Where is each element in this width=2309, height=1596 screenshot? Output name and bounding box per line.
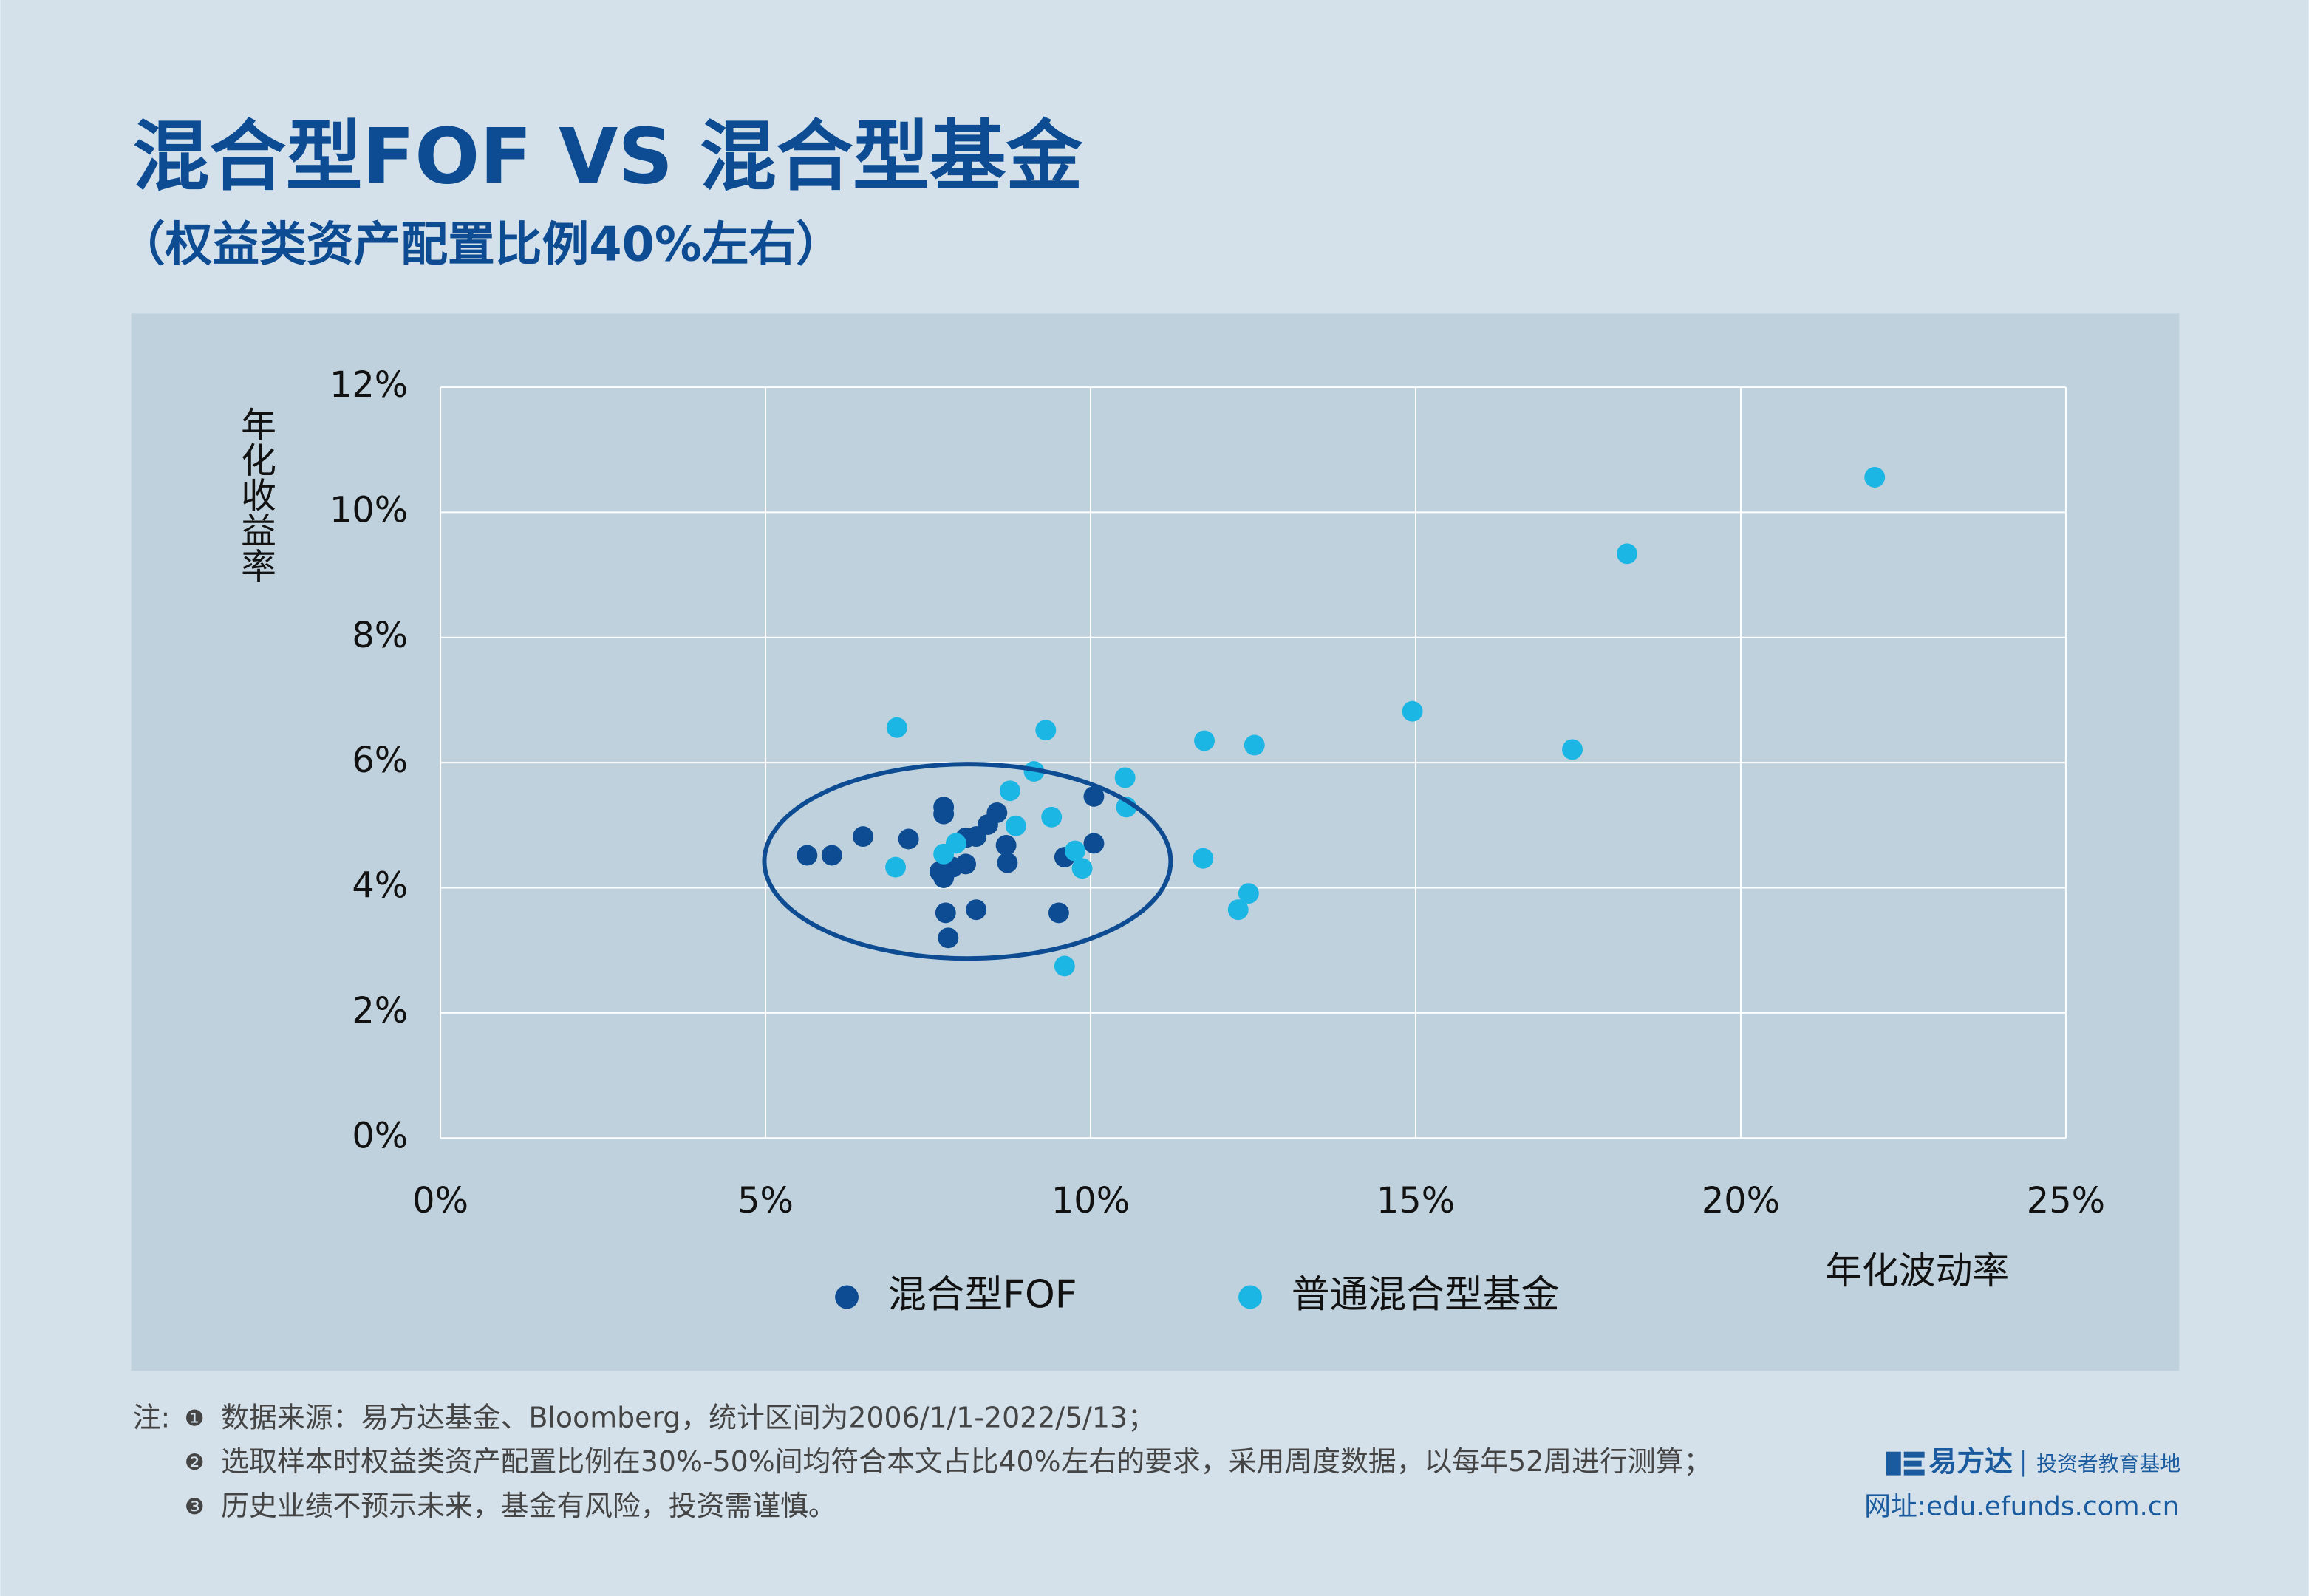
y-tick-label: 4% (352, 866, 408, 907)
legend-label: 普通混合型基金 (1292, 1272, 1560, 1317)
point (821, 845, 842, 866)
point (933, 803, 955, 825)
point (1402, 700, 1423, 722)
y-tick-label: 8% (352, 615, 408, 656)
point (1114, 767, 1136, 788)
note: 数据来源：易方达基金、Bloomberg，统计区间为2006/1/1-2022/… (221, 1401, 1156, 1433)
brand-name: 易方达 (1929, 1445, 2013, 1478)
point (1244, 734, 1265, 756)
y-axis-label: 年化收益率 (235, 406, 276, 583)
x-tick-label: 25% (2027, 1181, 2105, 1221)
y-tick-label: 0% (352, 1116, 408, 1156)
point (997, 852, 1018, 873)
x-tick-label: 20% (1702, 1181, 1780, 1221)
plot: 0% 2% 4% 6% 8% 10% 12% 0% 5% 10% 15% 20% 25% 混合型FOF 普通… (330, 365, 2105, 1317)
point (886, 717, 907, 738)
highlight-ellipse (762, 762, 1173, 961)
point (1194, 730, 1215, 751)
brand-website: 网址:edu.efunds.com.cn (1864, 1491, 2179, 1521)
note: 选取样本时权益类资产配置比例在30%-50%间均符合本文占比40%左右的要求，采… (221, 1445, 1711, 1478)
x-tick-label: 5% (737, 1181, 794, 1221)
point (1864, 467, 1886, 488)
point (1054, 955, 1075, 977)
x-axis-label: 年化波动率 (1825, 1249, 2009, 1292)
point (1041, 806, 1063, 828)
y-tick-label: 6% (352, 740, 408, 781)
point (999, 780, 1020, 802)
point (1071, 858, 1093, 879)
note-marker: ❶ (185, 1405, 205, 1431)
point (945, 833, 966, 854)
y-tick-label: 2% (352, 991, 408, 1031)
chart-title: 混合型FOF VS 混合型基金 (133, 113, 1083, 202)
x-tick-label: 10% (1051, 1181, 1130, 1221)
point (1083, 785, 1105, 807)
x-tick-label: 15% (1377, 1181, 1455, 1221)
point (935, 902, 956, 924)
legend-marker (1238, 1285, 1262, 1309)
point (938, 927, 959, 949)
point (898, 828, 919, 850)
legend-marker (835, 1285, 859, 1309)
legend-label: 混合型FOF (888, 1272, 1077, 1317)
brand-slogan: 投资者教育基地 (2036, 1452, 2180, 1476)
point (1048, 902, 1069, 924)
y-tick-label: 12% (330, 365, 408, 406)
chart-subtitle: （权益类资产配置比例40%左右） (118, 217, 843, 272)
point (1617, 543, 1637, 565)
point (1227, 899, 1249, 921)
note-marker: ❸ (185, 1494, 205, 1520)
notes-label: 注: (133, 1401, 171, 1433)
y-tick-label: 10% (330, 490, 408, 531)
plot-panel (131, 313, 2180, 1371)
point (797, 845, 818, 866)
point (1035, 720, 1057, 741)
point (1064, 840, 1085, 862)
point (995, 835, 1017, 856)
x-tick-label: 0% (412, 1181, 468, 1221)
point (986, 802, 1008, 823)
note: 历史业绩不预示未来，基金有风险，投资需谨慎。 (221, 1490, 836, 1522)
point (1083, 833, 1105, 854)
note-marker: ❷ (185, 1450, 205, 1476)
point (1005, 815, 1026, 836)
point (1238, 883, 1259, 904)
point (1562, 739, 1583, 760)
point (885, 856, 906, 878)
point (853, 826, 873, 848)
point (1193, 848, 1214, 869)
brand-logo-icon (1886, 1451, 1925, 1476)
point (955, 853, 977, 875)
point (966, 899, 987, 921)
